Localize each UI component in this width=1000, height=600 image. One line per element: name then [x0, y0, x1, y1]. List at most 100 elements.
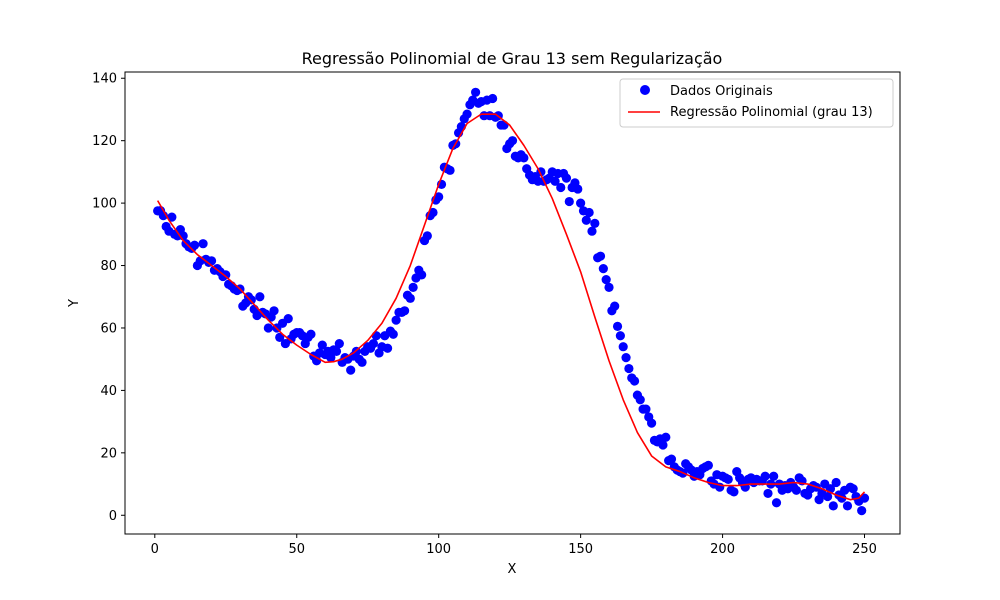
data-point [434, 192, 444, 202]
data-point [283, 314, 293, 324]
data-point [326, 353, 336, 363]
y-tick-label: 60 [100, 321, 117, 336]
legend-label-line: Regressão Polinomial (grau 13) [670, 105, 873, 120]
legend: Dados Originais Regressão Polinomial (gr… [619, 78, 894, 128]
data-point [612, 321, 623, 332]
data-point [769, 471, 779, 481]
data-point [550, 176, 560, 186]
y-tick-label: 40 [100, 384, 117, 399]
data-point [519, 153, 529, 163]
data-point [556, 182, 566, 193]
data-point [255, 292, 265, 302]
data-point [666, 454, 677, 464]
data-point [618, 342, 628, 352]
legend-box [619, 78, 894, 128]
scatter-series [153, 87, 870, 516]
data-point [334, 338, 344, 349]
data-point [595, 251, 606, 261]
data-point [763, 488, 773, 499]
data-point [189, 240, 200, 250]
data-point [564, 196, 574, 207]
data-point [641, 404, 651, 414]
data-point [831, 477, 841, 488]
data-point [382, 343, 393, 353]
data-point [857, 505, 867, 516]
data-point [828, 501, 838, 511]
data-point [246, 295, 256, 305]
data-point [428, 207, 438, 218]
data-point [445, 165, 455, 175]
y-tick-label: 80 [100, 259, 117, 274]
x-axis-label: X [508, 562, 517, 577]
data-point [576, 198, 586, 208]
x-tick-label: 0 [151, 542, 159, 557]
data-point [275, 332, 285, 342]
data-point [581, 215, 591, 225]
data-point [499, 120, 509, 130]
regression-series [156, 113, 866, 501]
y-axis-label: Y [67, 299, 82, 308]
data-point [417, 270, 427, 280]
data-point [848, 484, 858, 494]
data-point [368, 338, 378, 349]
y-tick-label: 20 [100, 446, 117, 461]
data-point [471, 87, 481, 97]
data-point [590, 218, 600, 228]
plot-frame [124, 71, 901, 535]
x-tick-label: 100 [426, 542, 451, 557]
data-point [629, 376, 640, 386]
data-point [221, 270, 231, 280]
data-point [507, 136, 518, 146]
data-point [400, 306, 410, 316]
data-point [422, 231, 432, 241]
data-point [624, 363, 634, 374]
data-point [561, 173, 572, 183]
regression-line [156, 113, 866, 501]
data-point [658, 440, 668, 450]
data-point [331, 346, 342, 356]
data-point [317, 340, 327, 350]
data-point [615, 331, 625, 341]
data-point [198, 239, 208, 249]
data-point [391, 315, 401, 325]
data-point [263, 323, 273, 333]
data-point [488, 93, 498, 104]
y-tick-label: 0 [109, 509, 117, 524]
x-tick-label: 250 [852, 542, 877, 557]
y-tick-label: 100 [92, 197, 117, 212]
plot-area [124, 71, 901, 535]
x-tick-label: 200 [710, 542, 735, 557]
y-tick-label: 120 [92, 134, 117, 149]
x-axis: 0 50 100 150 200 250 [151, 534, 877, 557]
data-point [729, 487, 739, 497]
data-point [269, 306, 279, 316]
data-point [723, 474, 733, 484]
data-point [206, 256, 217, 266]
data-point [635, 395, 645, 405]
x-tick-label: 50 [288, 542, 305, 557]
data-point [859, 493, 870, 503]
data-point [462, 109, 472, 119]
legend-marker-scatter [640, 85, 650, 95]
data-point [703, 460, 713, 470]
data-point [408, 282, 418, 292]
data-point [621, 353, 631, 363]
chart-title: Regressão Polinomial de Grau 13 sem Regu… [302, 49, 723, 68]
data-point [842, 501, 853, 511]
data-point [388, 329, 398, 339]
data-point [405, 293, 415, 303]
data-point [661, 432, 671, 442]
data-point [823, 491, 833, 502]
data-point [598, 264, 608, 274]
data-point [604, 282, 614, 292]
legend-label-scatter: Dados Originais [670, 84, 773, 99]
data-point [587, 226, 597, 236]
data-point [167, 212, 177, 222]
data-point [760, 471, 770, 481]
data-point [573, 184, 583, 194]
y-tick-label: 140 [92, 72, 117, 87]
data-point [647, 418, 657, 428]
data-point [357, 357, 367, 367]
data-point [346, 365, 356, 375]
